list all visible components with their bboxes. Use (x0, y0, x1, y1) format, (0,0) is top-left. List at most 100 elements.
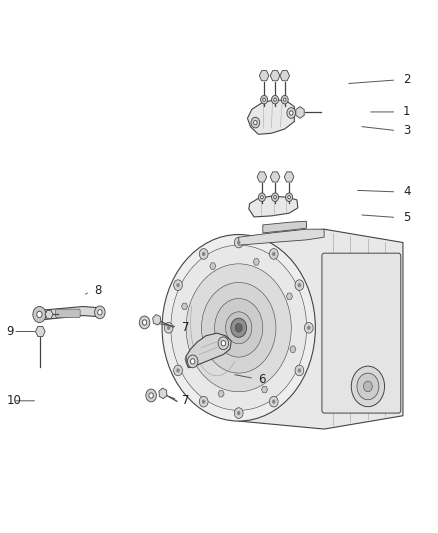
Circle shape (261, 95, 268, 104)
Circle shape (171, 245, 307, 410)
Circle shape (254, 120, 257, 125)
Circle shape (162, 235, 315, 421)
Circle shape (263, 98, 265, 101)
Circle shape (176, 283, 180, 287)
Polygon shape (270, 172, 280, 182)
Polygon shape (247, 100, 294, 134)
Circle shape (274, 98, 276, 101)
Polygon shape (261, 386, 268, 393)
Polygon shape (284, 172, 294, 182)
Polygon shape (159, 388, 167, 399)
Polygon shape (35, 326, 45, 337)
Circle shape (215, 298, 263, 357)
FancyBboxPatch shape (56, 309, 80, 318)
Circle shape (304, 322, 313, 333)
Circle shape (298, 283, 301, 287)
Circle shape (167, 326, 170, 330)
Polygon shape (186, 333, 231, 368)
Circle shape (146, 389, 156, 402)
Circle shape (139, 316, 150, 329)
Circle shape (298, 368, 301, 373)
Circle shape (235, 324, 242, 332)
Circle shape (286, 193, 293, 201)
Text: 7: 7 (182, 321, 189, 334)
Text: 6: 6 (258, 373, 266, 386)
Text: 9: 9 (7, 325, 14, 338)
Text: 4: 4 (403, 185, 410, 198)
Circle shape (34, 308, 45, 321)
Circle shape (95, 306, 105, 319)
Circle shape (202, 400, 205, 404)
Circle shape (357, 373, 379, 400)
FancyBboxPatch shape (322, 253, 401, 413)
Circle shape (201, 282, 276, 373)
Polygon shape (259, 70, 269, 81)
Circle shape (272, 193, 279, 201)
Polygon shape (290, 346, 296, 352)
Circle shape (295, 365, 304, 376)
Circle shape (364, 381, 372, 392)
Polygon shape (296, 107, 304, 118)
Polygon shape (239, 229, 403, 429)
Circle shape (186, 264, 291, 392)
Text: 10: 10 (7, 394, 21, 407)
Polygon shape (45, 310, 53, 319)
Circle shape (288, 196, 290, 199)
Circle shape (295, 280, 304, 290)
Polygon shape (280, 70, 290, 81)
Circle shape (33, 306, 46, 322)
Polygon shape (270, 70, 280, 81)
Circle shape (272, 252, 276, 256)
Text: 3: 3 (403, 124, 410, 137)
Polygon shape (153, 314, 161, 325)
Circle shape (187, 355, 198, 368)
Polygon shape (239, 229, 324, 245)
Circle shape (251, 117, 260, 128)
Polygon shape (286, 293, 293, 300)
Polygon shape (185, 356, 191, 362)
Circle shape (234, 237, 243, 248)
Polygon shape (210, 263, 216, 269)
Circle shape (269, 397, 278, 407)
Circle shape (290, 111, 293, 115)
Circle shape (351, 366, 385, 407)
Circle shape (173, 280, 182, 290)
Text: 2: 2 (403, 74, 410, 86)
Circle shape (272, 95, 279, 104)
Polygon shape (263, 221, 307, 233)
Text: 8: 8 (94, 284, 102, 297)
Circle shape (233, 321, 244, 334)
Circle shape (283, 98, 286, 101)
Circle shape (281, 95, 288, 104)
Circle shape (202, 252, 205, 256)
Circle shape (237, 411, 240, 415)
Circle shape (307, 326, 311, 330)
Polygon shape (35, 306, 104, 320)
Circle shape (287, 108, 296, 118)
Circle shape (37, 311, 42, 318)
Circle shape (164, 322, 173, 333)
Circle shape (199, 248, 208, 259)
Circle shape (234, 408, 243, 418)
Circle shape (176, 368, 180, 373)
Polygon shape (257, 172, 267, 182)
Text: 5: 5 (403, 211, 410, 224)
Circle shape (237, 240, 240, 245)
Circle shape (272, 400, 276, 404)
Circle shape (191, 359, 195, 364)
Circle shape (261, 196, 263, 199)
Circle shape (149, 393, 153, 398)
Circle shape (37, 312, 42, 317)
Circle shape (269, 248, 278, 259)
Circle shape (231, 318, 247, 337)
Circle shape (274, 196, 276, 199)
Circle shape (258, 193, 265, 201)
Polygon shape (218, 391, 224, 397)
Circle shape (221, 341, 226, 346)
Polygon shape (181, 303, 187, 310)
Circle shape (142, 320, 147, 325)
Circle shape (173, 365, 182, 376)
Circle shape (199, 397, 208, 407)
Circle shape (218, 337, 229, 350)
Text: 7: 7 (182, 394, 189, 407)
